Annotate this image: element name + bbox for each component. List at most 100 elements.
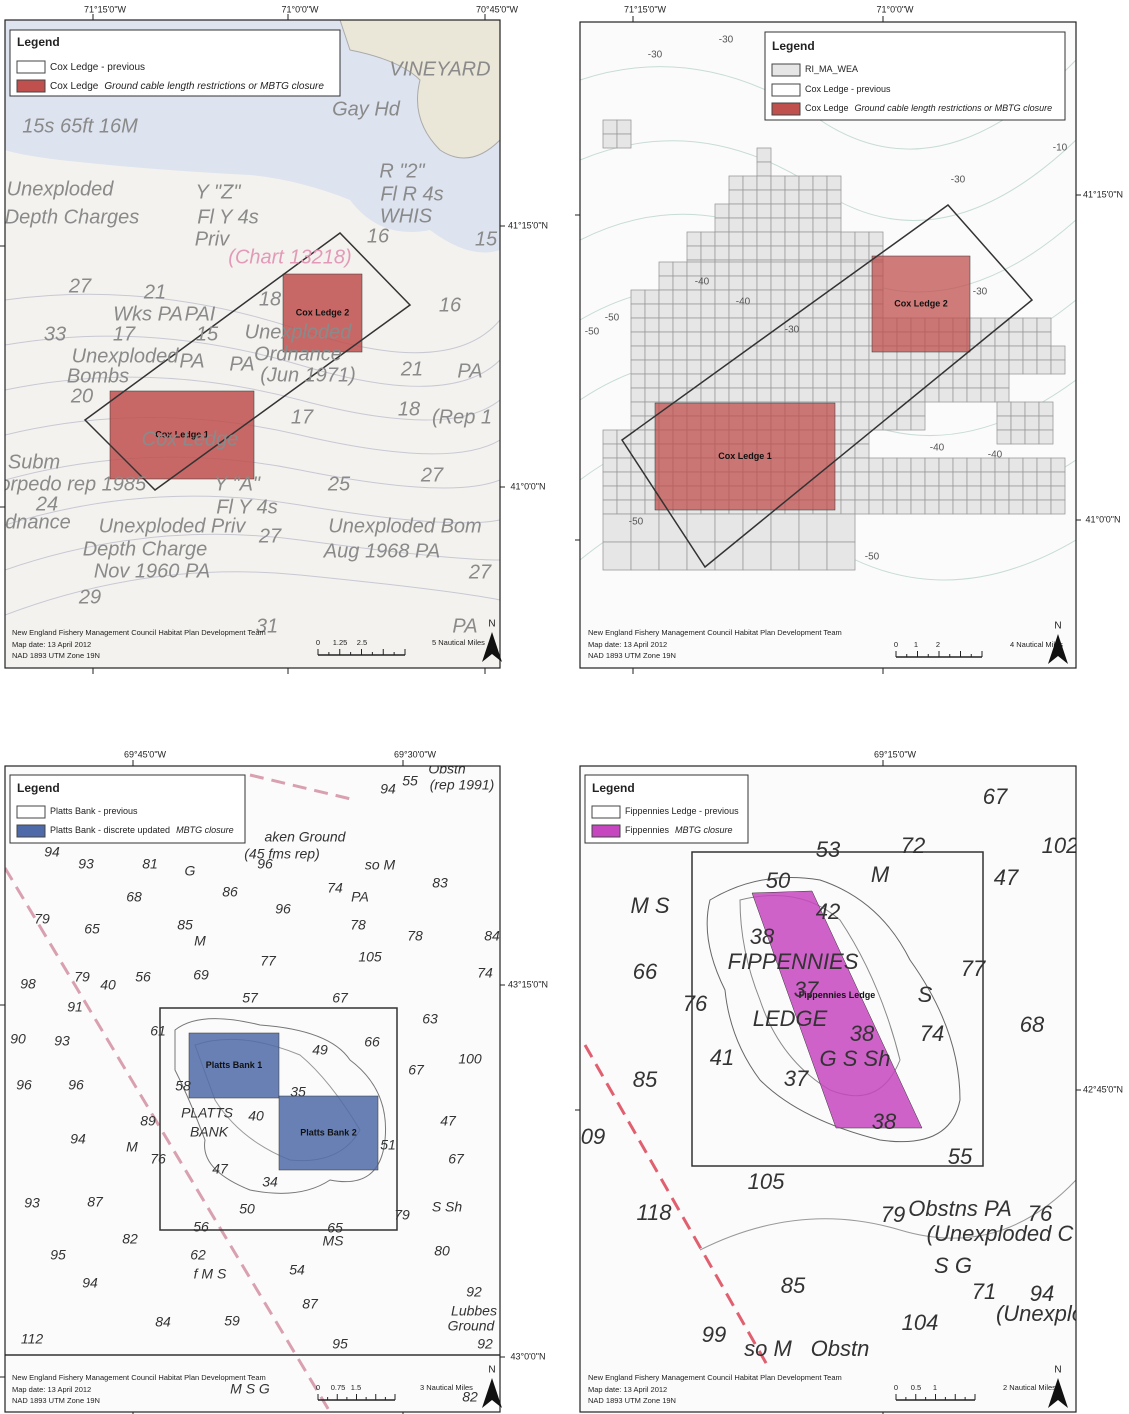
wea-cell xyxy=(687,332,701,346)
wea-cell xyxy=(757,388,771,402)
wea-cell xyxy=(953,472,967,486)
wea-cell xyxy=(939,388,953,402)
chart-label: 112 xyxy=(21,1331,44,1347)
wea-cell xyxy=(939,374,953,388)
wea-cell xyxy=(827,176,841,190)
legend-swatch xyxy=(592,806,620,818)
chart-label: 87 xyxy=(302,1296,319,1312)
scale-label: 1.25 xyxy=(333,638,348,647)
wea-cell xyxy=(855,416,869,430)
wea-cell xyxy=(883,500,897,514)
chart-label: 50 xyxy=(239,1201,255,1217)
lat-label: 41°0'0"N xyxy=(510,481,545,491)
wea-cell xyxy=(911,388,925,402)
chart-label: 41 xyxy=(710,1045,734,1070)
chart-label: 72 xyxy=(901,833,925,858)
wea-cell xyxy=(617,472,631,486)
wea-cell xyxy=(799,360,813,374)
chart-label: Lubbes xyxy=(451,1303,497,1319)
chart-label: PA xyxy=(351,889,369,905)
chart-label: Depth Charges xyxy=(5,206,140,228)
wea-cell xyxy=(799,276,813,290)
wea-cell xyxy=(785,290,799,304)
chart-label: 56 xyxy=(193,1219,209,1235)
north-label: N xyxy=(1054,1365,1061,1376)
wea-cell xyxy=(813,204,827,218)
chart-label: Unexploded xyxy=(7,178,115,200)
wea-cell xyxy=(757,360,771,374)
footer-text: New England Fishery Management Council H… xyxy=(12,628,266,637)
chart-label: 47 xyxy=(440,1113,457,1129)
chart-label: PAI xyxy=(185,303,216,325)
wea-cell xyxy=(631,500,645,514)
chart-label: 83 xyxy=(432,875,448,891)
wea-cell xyxy=(855,232,869,246)
chart-label: 27 xyxy=(68,275,92,297)
chart-label: Nov 1960 PA xyxy=(94,560,210,582)
wea-cell xyxy=(1023,318,1037,332)
chart-label: 15 xyxy=(196,323,219,345)
wea-cell xyxy=(799,332,813,346)
legend-note: Ground cable length restrictions or MBTG… xyxy=(855,103,1053,113)
wea-cell xyxy=(911,360,925,374)
chart-label: 15 xyxy=(475,228,498,250)
chart-label: 93 xyxy=(24,1195,40,1211)
wea-cell xyxy=(701,232,715,246)
wea-cell xyxy=(771,304,785,318)
chart-label: 62 xyxy=(190,1247,206,1263)
wea-cell xyxy=(855,360,869,374)
chart-label: PA xyxy=(457,360,482,382)
wea-cell xyxy=(617,134,631,148)
chart-label: 85 xyxy=(633,1067,658,1092)
chart-label: M S xyxy=(630,893,669,918)
chart-label: 20 xyxy=(70,385,93,407)
wea-cell xyxy=(799,176,813,190)
chart-label: M xyxy=(871,862,890,887)
legend-title: Legend xyxy=(17,35,60,49)
wea-cell xyxy=(997,402,1011,416)
wea-cell xyxy=(1023,472,1037,486)
chart-label: so M xyxy=(365,857,396,873)
chart-label: 16 xyxy=(439,294,462,316)
wea-cell xyxy=(785,190,799,204)
chart-label: (rep 1991) xyxy=(430,777,495,793)
wea-cell xyxy=(855,346,869,360)
chart-label: 98 xyxy=(20,976,36,992)
legend-name: Cox Ledge - previous xyxy=(805,84,891,94)
chart-label: 87 xyxy=(87,1194,104,1210)
wea-cell xyxy=(841,416,855,430)
chart-label: 79 xyxy=(34,911,50,927)
legend-name: Fippennies xyxy=(625,825,670,835)
chart-label: 95 xyxy=(50,1247,66,1263)
wea-cell xyxy=(967,360,981,374)
wea-cell xyxy=(1037,486,1051,500)
wea-cell xyxy=(855,388,869,402)
wea-cell xyxy=(827,218,841,232)
wea-cell xyxy=(771,190,785,204)
wea-cell xyxy=(701,246,715,260)
scale-label: 2 Nautical Miles xyxy=(1003,1383,1056,1392)
wea-cell xyxy=(855,402,869,416)
wea-cell xyxy=(603,472,617,486)
chart-label: 65 xyxy=(84,921,100,937)
chart-label: FIPPENNIES xyxy=(728,949,859,974)
wea-cell xyxy=(631,360,645,374)
wea-cell xyxy=(771,374,785,388)
chart-label: 94 xyxy=(70,1131,86,1147)
chart-label: 59 xyxy=(224,1313,240,1329)
wea-cell xyxy=(1009,500,1023,514)
wea-cell xyxy=(827,514,855,542)
wea-cell xyxy=(981,388,995,402)
chart-label: f M S xyxy=(194,1266,227,1282)
wea-cell xyxy=(715,262,729,276)
footer-text: New England Fishery Management Council H… xyxy=(12,1373,266,1382)
wea-cell xyxy=(743,190,757,204)
chart-label: 38 xyxy=(750,924,775,949)
wea-cell xyxy=(631,304,645,318)
chart-label: M xyxy=(126,1139,138,1155)
wea-cell xyxy=(701,318,715,332)
wea-cell xyxy=(1009,486,1023,500)
chart-label: 56 xyxy=(135,969,151,985)
legend-name: Fippennies Ledge - previous xyxy=(625,806,739,816)
wea-cell xyxy=(631,332,645,346)
